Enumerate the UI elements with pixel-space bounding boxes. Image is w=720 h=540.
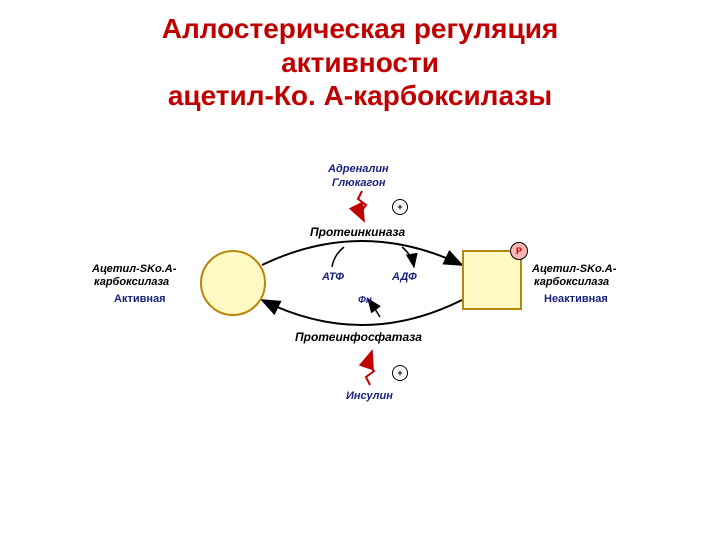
atp-label: АТФ [322,271,344,283]
proteinphosphatase-label: Протеинфосфатаза [295,330,422,344]
active-enzyme-shape [200,250,266,316]
glucagon-label: Глюкагон [332,177,385,189]
plus-icon-top: + [392,199,408,215]
diagram-arrows [0,155,720,475]
left-enzyme-l1: Ацетил-SKo.A- [92,263,176,275]
regulation-diagram: P + + Адреналин Глюкагон Протеинкиназа А… [0,155,720,475]
title-line2: активности [0,46,720,80]
plus-icon-bottom: + [392,365,408,381]
right-enzyme-l2: карбоксилаза [534,276,609,288]
fn-label: Фн [358,295,372,306]
insulin-label: Инсулин [346,390,393,402]
right-enzyme-l1: Ацетил-SKo.A- [532,263,616,275]
title-line1: Аллостерическая регуляция [0,12,720,46]
right-state: Неактивная [544,293,608,305]
left-enzyme-l2: карбоксилаза [94,276,169,288]
proteinkinase-label: Протеинкиназа [310,225,405,239]
adrenaline-label: Адреналин [328,163,389,175]
adp-label: АДФ [392,271,417,283]
page-title: Аллостерическая регуляция активности аце… [0,0,720,113]
inactive-enzyme-shape [462,250,522,310]
phosphate-icon: P [510,242,528,260]
title-line3: ацетил-Ко. А-карбоксилазы [0,79,720,113]
left-state: Активная [114,293,166,305]
